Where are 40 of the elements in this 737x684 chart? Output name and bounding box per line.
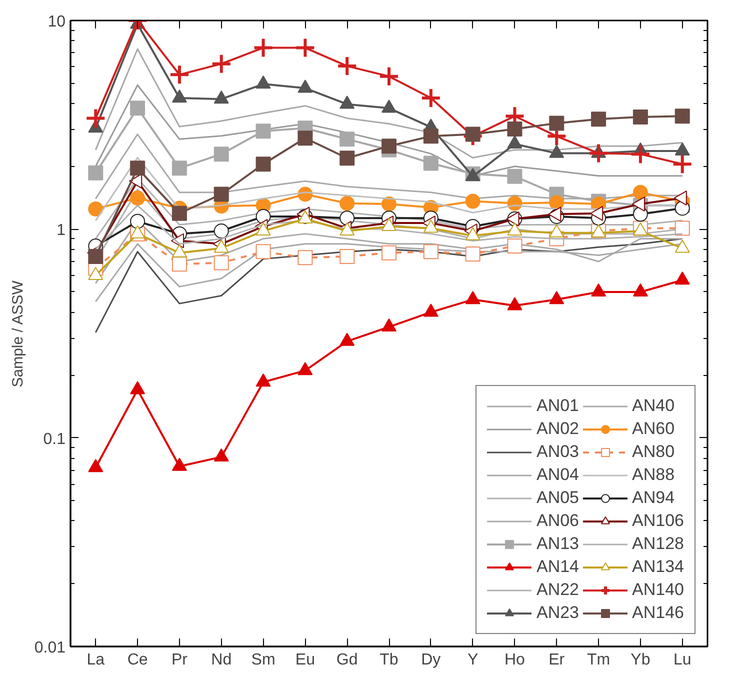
y-tick-label: 0.1 bbox=[43, 430, 66, 448]
x-tick-label: Eu bbox=[295, 652, 315, 668]
x-tick-label: Ce bbox=[127, 652, 148, 668]
x-tick-label: La bbox=[86, 652, 105, 668]
legend-label: AN60 bbox=[632, 419, 675, 439]
legend-label: AN05 bbox=[536, 488, 580, 508]
legend-label: AN22 bbox=[536, 580, 580, 600]
legend-label: AN106 bbox=[632, 511, 684, 531]
legend-label: AN14 bbox=[536, 557, 580, 577]
x-tick-label: Gd bbox=[336, 652, 358, 668]
x-tick-label: Pr bbox=[171, 652, 188, 668]
y-tick-label: 10 bbox=[48, 14, 66, 30]
x-tick-label: Ho bbox=[504, 652, 526, 668]
legend-label: AN134 bbox=[632, 557, 684, 577]
legend-label: AN88 bbox=[632, 465, 675, 485]
legend-label: AN23 bbox=[536, 603, 580, 623]
x-tick-label: Sm bbox=[251, 652, 276, 668]
y-axis-title: Sample / ASSW bbox=[9, 280, 26, 388]
y-tick-label: 1 bbox=[56, 222, 66, 240]
legend-label: AN02 bbox=[536, 419, 580, 439]
legend-label: AN94 bbox=[632, 488, 675, 508]
x-tick-label: Dy bbox=[421, 652, 441, 668]
x-tick-label: Lu bbox=[673, 652, 692, 668]
legend-label: AN13 bbox=[536, 534, 580, 554]
legend-label: AN04 bbox=[536, 465, 580, 485]
x-tick-label: Yb bbox=[630, 652, 650, 668]
legend-label: AN40 bbox=[632, 396, 675, 416]
x-tick-label: Tb bbox=[380, 652, 398, 668]
legend-label: AN01 bbox=[536, 396, 580, 416]
legend-label: AN146 bbox=[632, 603, 684, 623]
legend-label: AN03 bbox=[536, 442, 580, 462]
legend-label: AN128 bbox=[632, 534, 684, 554]
x-tick-label: Nd bbox=[211, 652, 232, 668]
x-tick-label: Y bbox=[467, 652, 478, 668]
legend-label: AN06 bbox=[536, 511, 580, 531]
x-tick-label: Er bbox=[548, 652, 566, 668]
y-tick-label: 0.01 bbox=[34, 640, 66, 656]
x-tick-label: Tm bbox=[586, 652, 610, 668]
legend-label: AN80 bbox=[632, 442, 675, 462]
legend-label: AN140 bbox=[632, 580, 684, 600]
